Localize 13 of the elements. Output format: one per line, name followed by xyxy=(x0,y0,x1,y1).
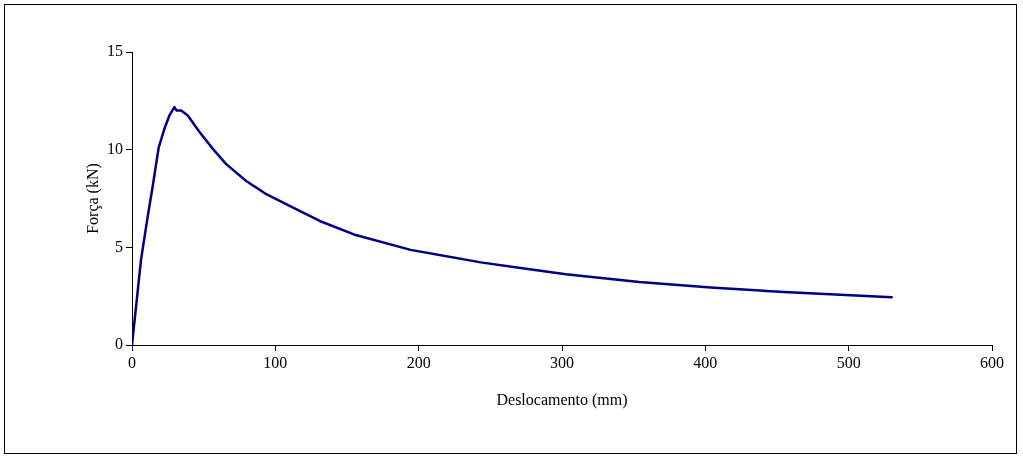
x-tick-label: 300 xyxy=(550,353,574,371)
y-tick-label: 10 xyxy=(107,139,123,157)
x-tick-label: 0 xyxy=(128,353,136,371)
x-axis-title: Deslocamento (mm) xyxy=(496,390,628,409)
x-tick-label: 600 xyxy=(980,353,1004,371)
x-tick-label: 500 xyxy=(836,353,861,371)
x-tick-label: 100 xyxy=(263,353,288,371)
x-tick-label: 200 xyxy=(406,353,431,371)
y-tick-label: 15 xyxy=(107,42,123,60)
x-tick-label: 400 xyxy=(693,353,718,371)
y-axis-title: Força (kN) xyxy=(83,163,102,234)
y-tick-label: 5 xyxy=(115,237,123,255)
y-tick-label: 0 xyxy=(115,335,123,353)
